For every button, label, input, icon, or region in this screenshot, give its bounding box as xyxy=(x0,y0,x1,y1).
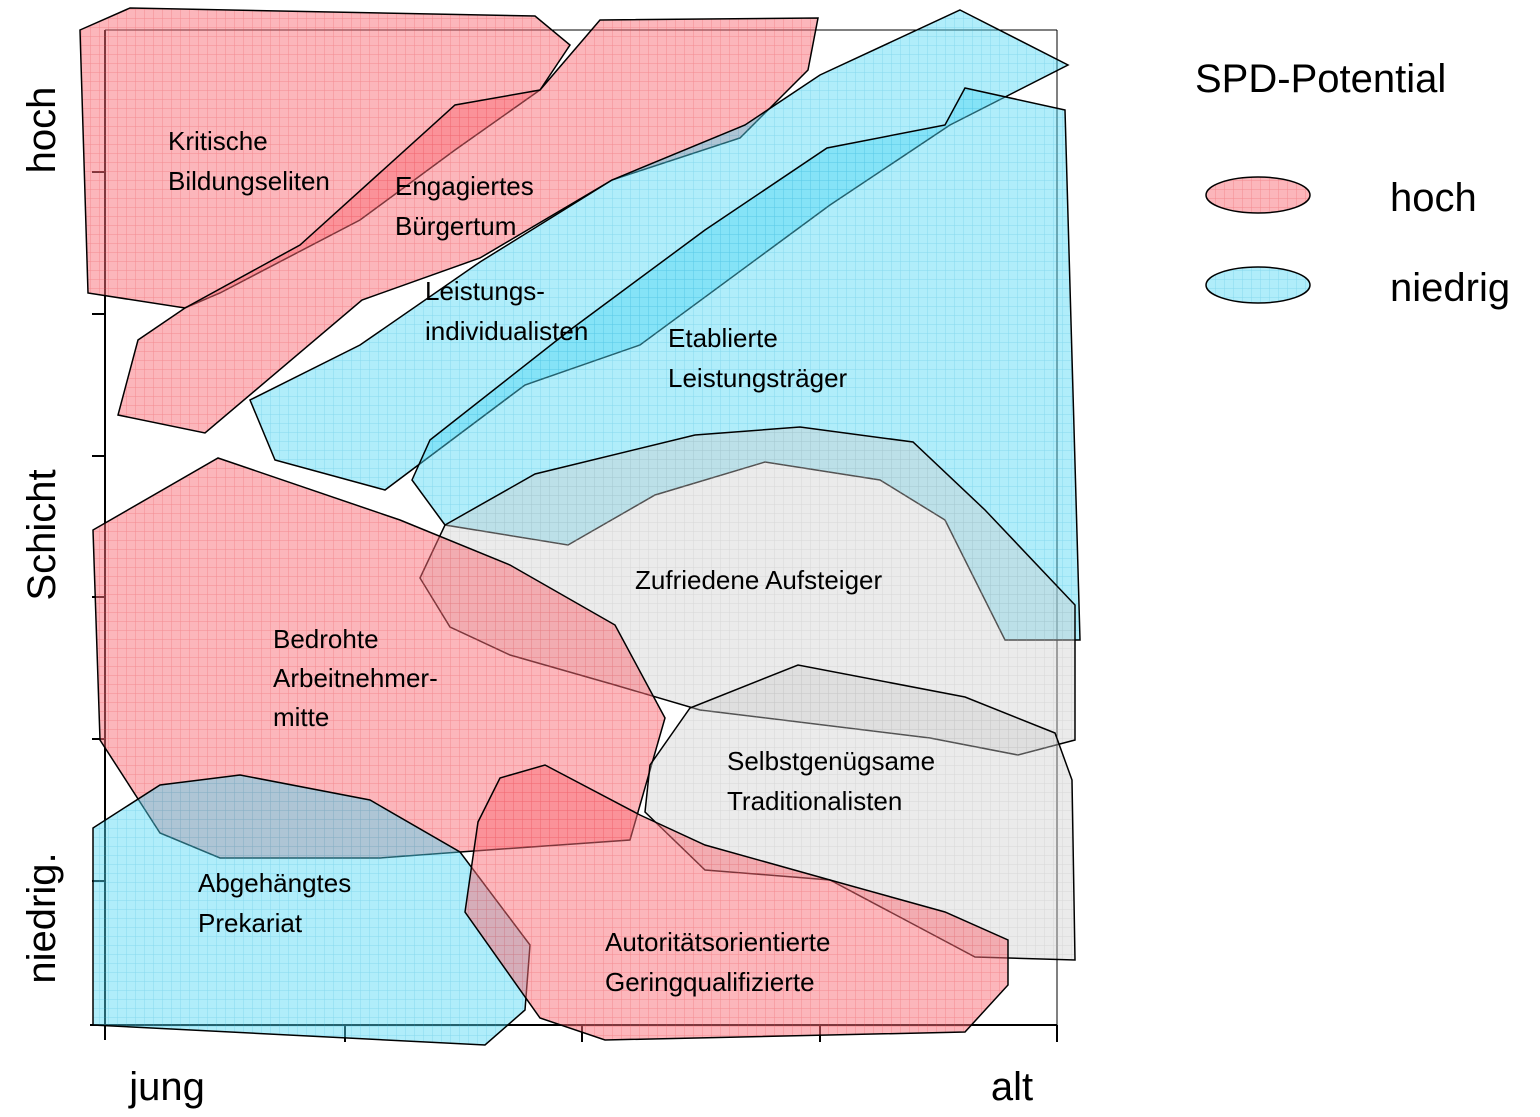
region-label: Leistungs- xyxy=(425,276,545,306)
region-label: individualisten xyxy=(425,316,588,346)
legend-swatch xyxy=(1205,266,1311,304)
x-axis-label: alt xyxy=(991,1065,1033,1109)
legend-swatch xyxy=(1205,176,1311,214)
region-label: Engagiertes xyxy=(395,171,534,201)
region-label: Zufriedene Aufsteiger xyxy=(635,565,882,595)
region-label: Bürgertum xyxy=(395,211,516,241)
x-axis-label: jung xyxy=(128,1065,205,1109)
region-label: Selbstgenügsame xyxy=(727,746,935,776)
region-label: Bildungseliten xyxy=(168,166,330,196)
y-axis-label: hoch xyxy=(20,87,64,174)
legend-label: niedrig xyxy=(1390,266,1510,310)
region-label: Traditionalisten xyxy=(727,786,902,816)
axis-labels: hoch Schicht niedrig. jung alt xyxy=(20,87,1033,1109)
region-label: Arbeitnehmer- xyxy=(273,663,438,693)
regions xyxy=(79,7,1081,1046)
region-label: Leistungsträger xyxy=(668,363,848,393)
region-label: Geringqualifizierte xyxy=(605,967,815,997)
legend: SPD-Potential hoch niedrig xyxy=(1195,57,1510,310)
y-axis-label: niedrig. xyxy=(20,852,64,983)
legend-title: SPD-Potential xyxy=(1195,57,1446,101)
region-label: Prekariat xyxy=(198,908,303,938)
region-label: Etablierte xyxy=(668,323,778,353)
region xyxy=(464,764,1009,1041)
y-axis-title: Schicht xyxy=(20,469,64,600)
region xyxy=(117,17,819,434)
region-label: mitte xyxy=(273,702,329,732)
region-label: Bedrohte xyxy=(273,624,379,654)
region-label: Abgehängtes xyxy=(198,868,351,898)
region-label: Autoritätsorientierte xyxy=(605,927,830,957)
region-labels: Kritische Bildungseliten Engagiertes Bür… xyxy=(168,126,935,997)
legend-label: hoch xyxy=(1390,176,1477,220)
region-label: Kritische xyxy=(168,126,268,156)
